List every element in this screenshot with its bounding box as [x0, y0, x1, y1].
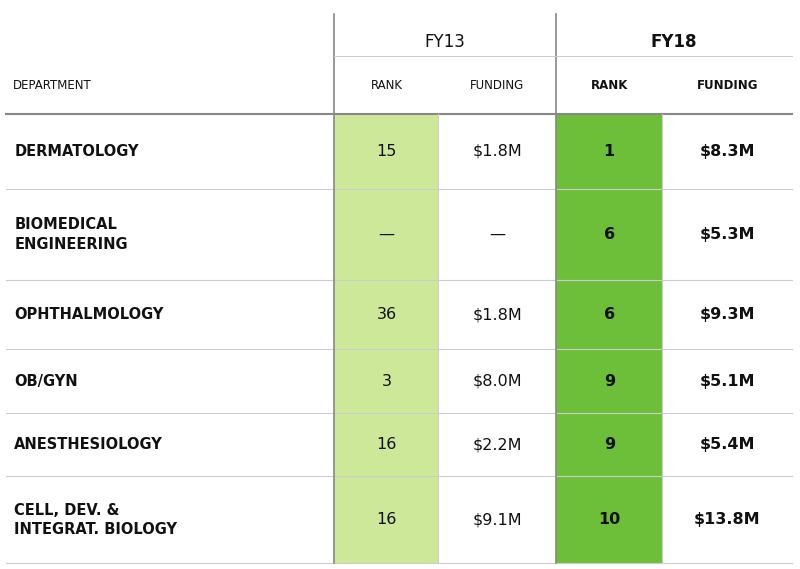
- Text: 3: 3: [382, 374, 391, 389]
- Bar: [334, 114, 438, 189]
- Text: 1: 1: [604, 144, 614, 159]
- Text: BIOMEDICAL
ENGINEERING: BIOMEDICAL ENGINEERING: [14, 217, 128, 251]
- Text: $8.0M: $8.0M: [472, 374, 522, 389]
- Text: OB/GYN: OB/GYN: [14, 374, 78, 389]
- Text: 9: 9: [604, 374, 614, 389]
- Text: $1.8M: $1.8M: [472, 144, 522, 159]
- Text: $5.1M: $5.1M: [699, 374, 755, 389]
- Text: 16: 16: [376, 512, 397, 527]
- Text: $5.4M: $5.4M: [699, 437, 755, 452]
- Text: 9: 9: [604, 437, 614, 452]
- Text: $13.8M: $13.8M: [694, 512, 761, 527]
- Bar: [556, 413, 662, 476]
- Bar: [556, 476, 662, 563]
- Text: —: —: [490, 227, 506, 242]
- Text: $9.3M: $9.3M: [699, 307, 755, 322]
- Text: 10: 10: [598, 512, 620, 527]
- Bar: [334, 413, 438, 476]
- Text: $9.1M: $9.1M: [472, 512, 522, 527]
- Text: —: —: [378, 227, 394, 242]
- Text: RANK: RANK: [590, 79, 628, 92]
- Text: $1.8M: $1.8M: [472, 307, 522, 322]
- Text: ANESTHESIOLOGY: ANESTHESIOLOGY: [14, 437, 163, 452]
- Text: 6: 6: [604, 307, 614, 322]
- Bar: [556, 349, 662, 413]
- Text: DEPARTMENT: DEPARTMENT: [13, 79, 91, 92]
- Text: FY18: FY18: [650, 32, 698, 51]
- Text: 16: 16: [376, 437, 397, 452]
- Text: FY13: FY13: [425, 32, 466, 51]
- Bar: [334, 476, 438, 563]
- Bar: [334, 349, 438, 413]
- Text: FUNDING: FUNDING: [697, 79, 758, 92]
- Bar: [556, 280, 662, 349]
- Bar: [334, 189, 438, 280]
- Text: 15: 15: [376, 144, 397, 159]
- Bar: [556, 114, 662, 189]
- Text: CELL, DEV. &
INTEGRAT. BIOLOGY: CELL, DEV. & INTEGRAT. BIOLOGY: [14, 503, 178, 537]
- Text: RANK: RANK: [370, 79, 402, 92]
- Bar: [556, 189, 662, 280]
- Text: 36: 36: [376, 307, 397, 322]
- Text: FUNDING: FUNDING: [470, 79, 524, 92]
- Text: $5.3M: $5.3M: [699, 227, 755, 242]
- Text: 6: 6: [604, 227, 614, 242]
- Text: $8.3M: $8.3M: [699, 144, 755, 159]
- Bar: [334, 280, 438, 349]
- Text: DERMATOLOGY: DERMATOLOGY: [14, 144, 139, 159]
- Text: OPHTHALMOLOGY: OPHTHALMOLOGY: [14, 307, 164, 322]
- Text: $2.2M: $2.2M: [473, 437, 522, 452]
